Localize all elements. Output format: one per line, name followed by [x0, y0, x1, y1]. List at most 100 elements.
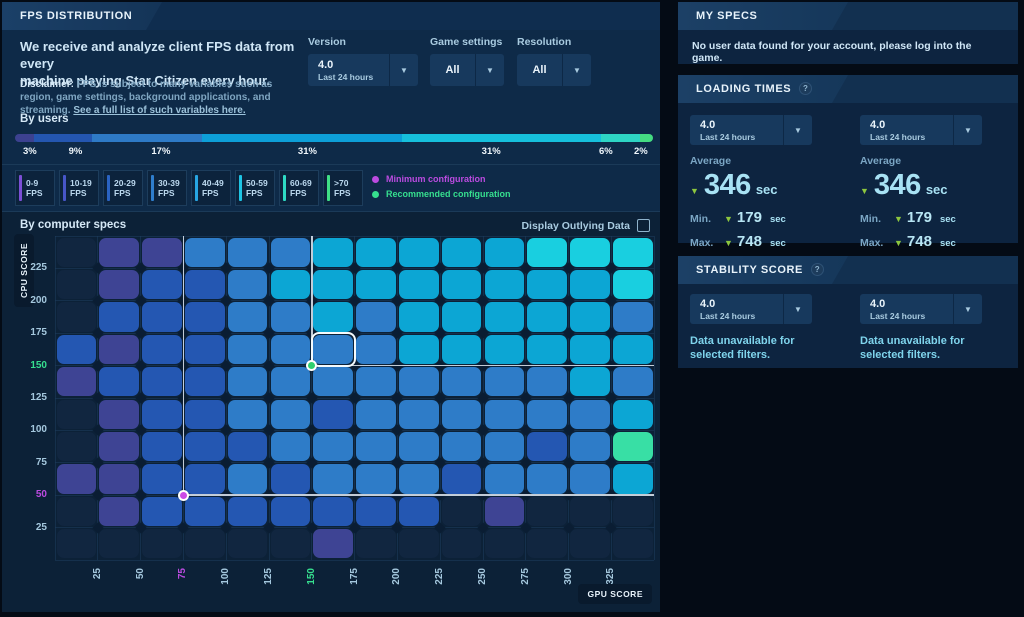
heatmap-cell[interactable] [399, 367, 439, 396]
heatmap-cell[interactable] [613, 367, 653, 396]
heatmap-cell[interactable] [570, 432, 610, 461]
heatmap-cell[interactable] [527, 238, 567, 267]
heatmap-cell[interactable] [185, 497, 225, 526]
heatmap-cell[interactable] [228, 238, 268, 267]
heatmap-cell[interactable] [613, 529, 653, 558]
heatmap-cell[interactable] [185, 464, 225, 493]
heatmap-cell[interactable] [185, 400, 225, 429]
heatmap-cell[interactable] [399, 302, 439, 331]
heatmap-cell[interactable] [142, 464, 182, 493]
version-dropdown[interactable]: 4.0Last 24 hours▼ [690, 115, 812, 145]
fps-heatmap[interactable]: 2252001751501251007550252550751001251501… [55, 236, 655, 560]
version-dropdown[interactable]: 4.0Last 24 hours▼ [860, 294, 982, 324]
heatmap-cell[interactable] [485, 400, 525, 429]
heatmap-cell[interactable] [57, 400, 97, 429]
fps-bucket-30-39[interactable]: 30-39FPS [147, 170, 187, 206]
variables-link[interactable]: See a full list of such variables here. [73, 105, 245, 116]
heatmap-cell[interactable] [527, 367, 567, 396]
chevron-down-icon[interactable]: ▼ [954, 115, 982, 145]
heatmap-cell[interactable] [313, 529, 353, 558]
heatmap-cell[interactable] [142, 529, 182, 558]
heatmap-cell[interactable] [313, 464, 353, 493]
heatmap-cell[interactable] [99, 270, 139, 299]
heatmap-cell[interactable] [185, 432, 225, 461]
heatmap-cell[interactable] [142, 432, 182, 461]
heatmap-cell[interactable] [99, 464, 139, 493]
heatmap-cell[interactable] [527, 432, 567, 461]
heatmap-cell[interactable] [271, 432, 311, 461]
display-outlying-data-checkbox[interactable] [637, 219, 650, 232]
heatmap-cell[interactable] [613, 302, 653, 331]
heatmap-cell[interactable] [185, 367, 225, 396]
fps-bucket-40-49[interactable]: 40-49FPS [191, 170, 231, 206]
heatmap-cell[interactable] [442, 335, 482, 364]
heatmap-cell[interactable] [271, 302, 311, 331]
heatmap-cell[interactable] [442, 367, 482, 396]
heatmap-cell[interactable] [99, 367, 139, 396]
heatmap-cell[interactable] [613, 400, 653, 429]
heatmap-cell[interactable] [485, 432, 525, 461]
heatmap-cell[interactable] [99, 302, 139, 331]
heatmap-cell[interactable] [356, 238, 396, 267]
heatmap-cell[interactable] [485, 302, 525, 331]
heatmap-cell[interactable] [57, 302, 97, 331]
heatmap-cell[interactable] [142, 367, 182, 396]
heatmap-cell[interactable] [399, 400, 439, 429]
heatmap-cell[interactable] [57, 238, 97, 267]
chevron-down-icon[interactable]: ▼ [954, 294, 982, 324]
heatmap-cell[interactable] [271, 270, 311, 299]
heatmap-cell[interactable] [527, 464, 567, 493]
heatmap-cell[interactable] [356, 464, 396, 493]
heatmap-cell[interactable] [313, 400, 353, 429]
heatmap-cell[interactable] [142, 400, 182, 429]
fps-bucket->70[interactable]: >70FPS [323, 170, 363, 206]
heatmap-cell[interactable] [313, 432, 353, 461]
fps-bucket-60-69[interactable]: 60-69FPS [279, 170, 319, 206]
heatmap-cell[interactable] [356, 367, 396, 396]
chevron-down-icon[interactable]: ▼ [784, 115, 812, 145]
heatmap-cell[interactable] [399, 529, 439, 558]
heatmap-cell[interactable] [228, 270, 268, 299]
heatmap-cell[interactable] [228, 400, 268, 429]
heatmap-cell[interactable] [271, 529, 311, 558]
chevron-down-icon[interactable]: ▼ [784, 294, 812, 324]
heatmap-cell[interactable] [570, 335, 610, 364]
heatmap-cell[interactable] [185, 529, 225, 558]
fps-bucket-0-9[interactable]: 0-9FPS [15, 170, 55, 206]
heatmap-cell[interactable] [485, 335, 525, 364]
fps-bucket-10-19[interactable]: 10-19FPS [59, 170, 99, 206]
filter-dropdown[interactable]: All▼ [430, 54, 504, 86]
fps-bucket-50-59[interactable]: 50-59FPS [235, 170, 275, 206]
heatmap-cell[interactable] [442, 400, 482, 429]
heatmap-cell[interactable] [185, 238, 225, 267]
heatmap-cell[interactable] [142, 302, 182, 331]
heatmap-cell[interactable] [570, 302, 610, 331]
heatmap-cell[interactable] [613, 464, 653, 493]
heatmap-cell[interactable] [527, 529, 567, 558]
heatmap-cell[interactable] [313, 270, 353, 299]
heatmap-cell[interactable] [99, 497, 139, 526]
heatmap-cell[interactable] [228, 302, 268, 331]
heatmap-cell[interactable] [399, 335, 439, 364]
heatmap-cell[interactable] [485, 497, 525, 526]
heatmap-cell[interactable] [399, 464, 439, 493]
heatmap-cell[interactable] [271, 367, 311, 396]
heatmap-cell[interactable] [485, 270, 525, 299]
heatmap-cell[interactable] [313, 367, 353, 396]
fps-bucket-20-29[interactable]: 20-29FPS [103, 170, 143, 206]
heatmap-cell[interactable] [442, 497, 482, 526]
heatmap-cell[interactable] [356, 335, 396, 364]
heatmap-cell[interactable] [485, 464, 525, 493]
heatmap-cell[interactable] [356, 302, 396, 331]
heatmap-cell[interactable] [527, 302, 567, 331]
chevron-down-icon[interactable]: ▼ [390, 54, 418, 86]
heatmap-cell[interactable] [99, 529, 139, 558]
heatmap-cell[interactable] [185, 270, 225, 299]
heatmap-cell[interactable] [228, 367, 268, 396]
heatmap-cell[interactable] [99, 238, 139, 267]
heatmap-cell[interactable] [271, 238, 311, 267]
heatmap-cell[interactable] [613, 497, 653, 526]
heatmap-cell[interactable] [442, 432, 482, 461]
heatmap-cell[interactable] [570, 367, 610, 396]
heatmap-cell[interactable] [442, 464, 482, 493]
